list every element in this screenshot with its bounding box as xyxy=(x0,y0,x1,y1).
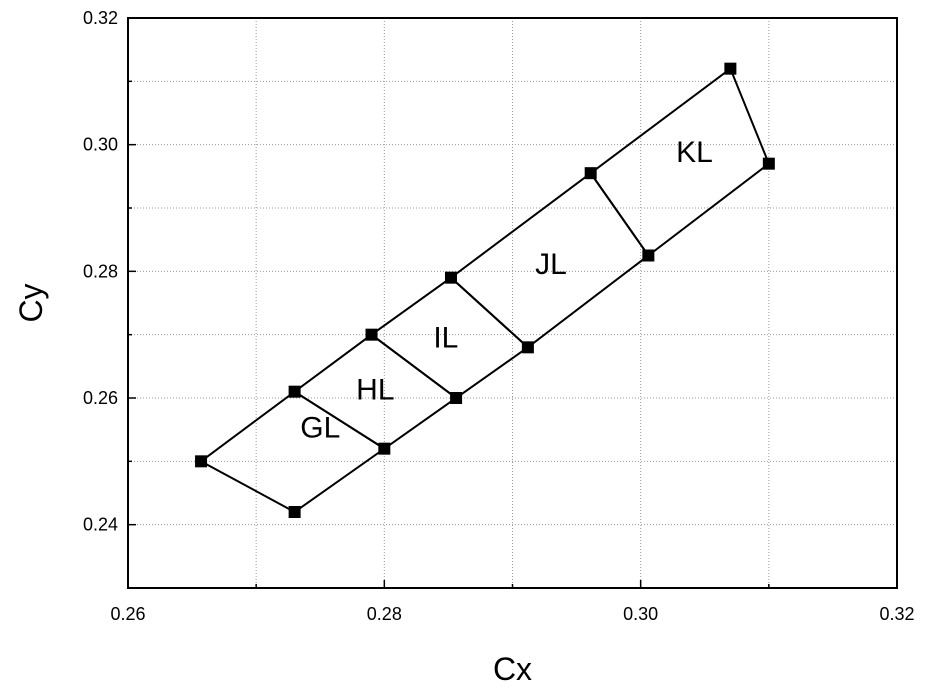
axis-ticks: 0.26 0.28 0.30 0.32 0.24 0.26 0.28 0.30 0.32 xyxy=(83,8,915,624)
x-tick-label: 0.26 xyxy=(110,604,145,624)
data-point-marker xyxy=(195,455,208,468)
grid xyxy=(128,18,897,588)
x-axis-title: Cx xyxy=(493,651,532,687)
region-label-hl: HL xyxy=(356,374,394,407)
data-point-marker xyxy=(724,62,737,75)
y-axis-title: Cy xyxy=(13,283,49,322)
series xyxy=(195,62,775,518)
region-outline-gl xyxy=(200,390,387,514)
y-tick-label: 0.26 xyxy=(83,388,118,408)
region-label-jl: JL xyxy=(535,248,567,281)
data-point-marker xyxy=(762,157,775,170)
y-tick-label: 0.24 xyxy=(83,515,118,535)
region-label-kl: KL xyxy=(676,136,713,169)
region-label-il: IL xyxy=(433,322,458,355)
y-tick-label: 0.32 xyxy=(83,8,118,28)
region-labels: GL HL IL JL KL xyxy=(300,136,713,445)
y-tick-label: 0.28 xyxy=(83,261,118,281)
region-label-gl: GL xyxy=(300,412,340,445)
x-tick-label: 0.28 xyxy=(367,604,402,624)
x-tick-label: 0.32 xyxy=(879,604,914,624)
x-tick-label: 0.30 xyxy=(623,604,658,624)
y-tick-label: 0.30 xyxy=(83,135,118,155)
data-point-marker xyxy=(288,506,301,518)
